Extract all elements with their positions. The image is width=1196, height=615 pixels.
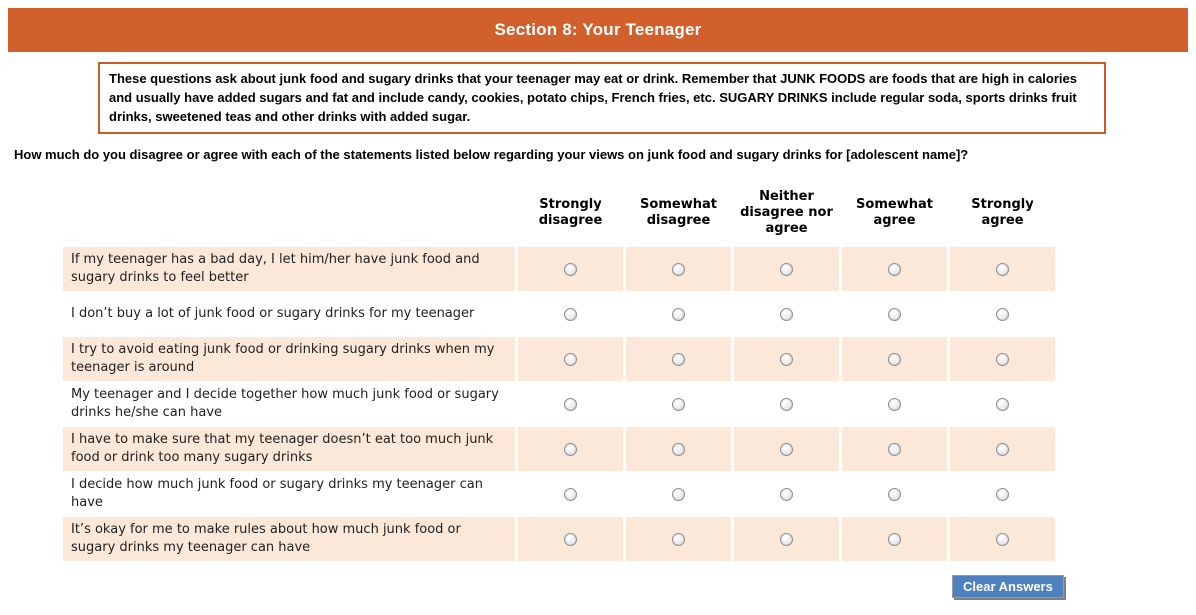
option-cell [518, 517, 623, 561]
radio-row3-col3[interactable] [780, 352, 793, 366]
option-cell [518, 337, 623, 381]
option-cell [518, 247, 623, 291]
option-cell [626, 427, 731, 471]
radio-row7-col2[interactable] [672, 532, 685, 546]
radio-row3-col1[interactable] [564, 352, 577, 366]
option-cell [734, 337, 839, 381]
radio-row5-col1[interactable] [564, 442, 577, 456]
column-header-3: Neither disagree nor agree [740, 189, 833, 236]
option-cell [950, 247, 1055, 291]
column-header-1: Strongly disagree [538, 197, 603, 228]
option-cell [734, 472, 839, 516]
option-cell [842, 382, 947, 426]
option-cell [626, 517, 731, 561]
radio-row3-col5[interactable] [996, 352, 1009, 366]
option-cell [842, 427, 947, 471]
question-text: How much do you disagree or agree with e… [14, 147, 969, 162]
option-cell [950, 337, 1055, 381]
radio-row6-col4[interactable] [888, 487, 901, 501]
radio-row7-col4[interactable] [888, 532, 901, 546]
row-label-7: It’s okay for me to make rules about how… [63, 517, 515, 561]
radio-row3-col4[interactable] [888, 352, 901, 366]
radio-row6-col2[interactable] [672, 487, 685, 501]
radio-row6-col5[interactable] [996, 487, 1009, 501]
radio-row5-col5[interactable] [996, 442, 1009, 456]
row-label-6: I decide how much junk food or sugary dr… [63, 472, 515, 516]
clear-answers-button[interactable]: Clear Answers [952, 575, 1064, 598]
radio-row6-col3[interactable] [780, 487, 793, 501]
radio-row7-col1[interactable] [564, 532, 577, 546]
option-cell [950, 292, 1055, 336]
radio-row4-col2[interactable] [672, 397, 685, 411]
radio-row2-col3[interactable] [780, 307, 793, 321]
radio-row5-col4[interactable] [888, 442, 901, 456]
column-header-5: Strongly agree [971, 197, 1034, 228]
option-cell [518, 382, 623, 426]
instructions-box: These questions ask about junk food and … [98, 62, 1106, 134]
radio-row7-col5[interactable] [996, 532, 1009, 546]
row-label-3: I try to avoid eating junk food or drink… [63, 337, 515, 381]
option-cell [518, 427, 623, 471]
section-title: Section 8: Your Teenager [494, 20, 702, 39]
radio-row4-col4[interactable] [888, 397, 901, 411]
option-cell [950, 472, 1055, 516]
radio-row2-col2[interactable] [672, 307, 685, 321]
radio-row1-col1[interactable] [564, 262, 577, 276]
radio-row4-col3[interactable] [780, 397, 793, 411]
column-header-2: Somewhat disagree [640, 197, 717, 228]
section-header-bar: Section 8: Your Teenager [8, 8, 1188, 52]
option-cell [950, 517, 1055, 561]
radio-row3-col2[interactable] [672, 352, 685, 366]
option-cell [950, 382, 1055, 426]
row-label-5: I have to make sure that my teenager doe… [63, 427, 515, 471]
option-cell [842, 292, 947, 336]
option-cell [734, 292, 839, 336]
row-label-1: If my teenager has a bad day, I let him/… [63, 247, 515, 291]
option-cell [842, 517, 947, 561]
radio-row5-col3[interactable] [780, 442, 793, 456]
option-cell [734, 517, 839, 561]
column-header-4: Somewhat agree [856, 197, 933, 228]
option-cell [626, 382, 731, 426]
option-cell [518, 292, 623, 336]
radio-row1-col3[interactable] [780, 262, 793, 276]
option-cell [734, 247, 839, 291]
option-cell [842, 247, 947, 291]
radio-row1-col5[interactable] [996, 262, 1009, 276]
radio-row2-col4[interactable] [888, 307, 901, 321]
option-cell [626, 337, 731, 381]
option-cell [842, 472, 947, 516]
instructions-text: These questions ask about junk food and … [109, 71, 1077, 124]
radio-row1-col2[interactable] [672, 262, 685, 276]
radio-row5-col2[interactable] [672, 442, 685, 456]
row-label-2: I don’t buy a lot of junk food or sugary… [63, 292, 515, 336]
radio-row4-col1[interactable] [564, 397, 577, 411]
option-cell [842, 337, 947, 381]
radio-row1-col4[interactable] [888, 262, 901, 276]
option-cell [626, 292, 731, 336]
matrix-header-spacer [63, 186, 515, 246]
option-cell [518, 472, 623, 516]
radio-row4-col5[interactable] [996, 397, 1009, 411]
option-cell [734, 427, 839, 471]
radio-row6-col1[interactable] [564, 487, 577, 501]
option-cell [626, 247, 731, 291]
row-label-4: My teenager and I decide together how mu… [63, 382, 515, 426]
matrix-table: Strongly disagree Somewhat disagree Neithe… [63, 186, 1055, 561]
radio-row2-col1[interactable] [564, 307, 577, 321]
option-cell [950, 427, 1055, 471]
radio-row7-col3[interactable] [780, 532, 793, 546]
option-cell [626, 472, 731, 516]
option-cell [734, 382, 839, 426]
radio-row2-col5[interactable] [996, 307, 1009, 321]
